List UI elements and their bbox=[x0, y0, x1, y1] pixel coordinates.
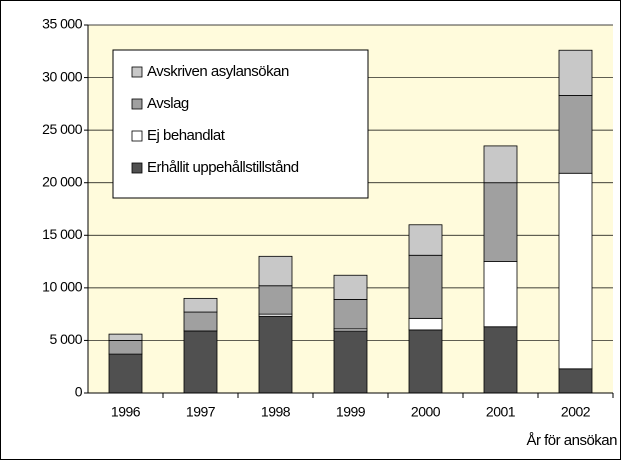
y-tick-label: 20 000 bbox=[42, 173, 83, 189]
bar-segment bbox=[108, 333, 143, 341]
x-tick-label: 1996 bbox=[111, 404, 141, 420]
y-tick-label: 0 bbox=[75, 384, 83, 400]
bar-segment bbox=[483, 145, 518, 184]
bar-segment bbox=[558, 49, 593, 96]
x-tick-label: 1999 bbox=[336, 404, 366, 420]
x-tick-label: 1998 bbox=[261, 404, 291, 420]
bar-segment bbox=[183, 311, 218, 332]
bar-segment bbox=[483, 261, 518, 328]
bar-segment bbox=[108, 353, 143, 394]
bar-segment bbox=[333, 330, 368, 394]
legend-swatch bbox=[131, 98, 143, 110]
legend-label: Ej behandlat bbox=[147, 127, 226, 144]
bar-segment bbox=[183, 297, 218, 313]
bar-segment bbox=[558, 95, 593, 174]
bar-segment bbox=[408, 329, 443, 394]
bar-segment bbox=[183, 330, 218, 394]
y-tick-label: 5 000 bbox=[49, 331, 82, 347]
bar-segment bbox=[558, 172, 593, 370]
bar-segment bbox=[408, 224, 443, 256]
y-tick-label: 15 000 bbox=[42, 226, 83, 242]
legend-label: Avslag bbox=[147, 95, 189, 112]
x-tick-label: 2002 bbox=[561, 404, 591, 420]
bar-segment bbox=[408, 254, 443, 319]
legend bbox=[112, 49, 369, 199]
x-axis-label: År för ansökan bbox=[526, 432, 617, 449]
y-tick-label: 10 000 bbox=[42, 279, 83, 295]
bar-segment bbox=[258, 285, 293, 315]
legend-swatch bbox=[131, 130, 143, 142]
x-tick-label: 1997 bbox=[186, 404, 216, 420]
bar-segment bbox=[483, 326, 518, 394]
bar-segment bbox=[333, 274, 368, 300]
legend-swatch bbox=[131, 66, 143, 78]
bar-segment bbox=[258, 255, 293, 287]
bar-segment bbox=[483, 182, 518, 262]
bar-segment bbox=[108, 340, 143, 355]
bar-segment bbox=[258, 315, 293, 394]
legend-label: Erhållit uppehållstillstånd bbox=[147, 159, 299, 176]
legend-label: Avskriven asylansökan bbox=[147, 63, 289, 80]
y-tick-label: 25 000 bbox=[42, 121, 83, 137]
y-tick-label: 30 000 bbox=[42, 68, 83, 84]
legend-swatch bbox=[131, 162, 143, 174]
bar-segment bbox=[558, 368, 593, 394]
x-tick-label: 2000 bbox=[411, 404, 441, 420]
bar-segment bbox=[333, 299, 368, 330]
y-tick-label: 35 000 bbox=[42, 16, 83, 32]
x-tick-label: 2001 bbox=[486, 404, 516, 420]
bar-segment bbox=[408, 317, 443, 331]
